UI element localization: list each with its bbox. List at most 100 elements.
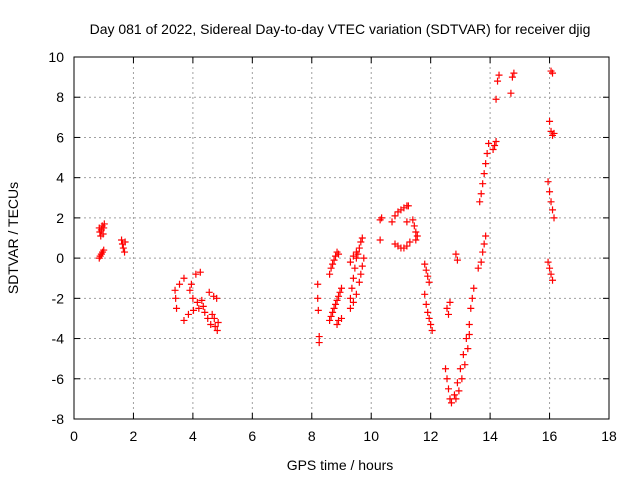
data-point xyxy=(470,284,478,292)
x-tick-label: 12 xyxy=(423,428,439,444)
data-point xyxy=(184,310,192,318)
data-point xyxy=(378,214,386,222)
data-point xyxy=(477,190,485,198)
data-point xyxy=(329,308,337,316)
data-point xyxy=(427,320,435,328)
data-point xyxy=(546,264,554,272)
data-point xyxy=(453,256,461,264)
data-point xyxy=(492,95,500,103)
data-point xyxy=(456,365,464,373)
data-point xyxy=(508,73,516,81)
data-point xyxy=(452,395,460,403)
data-point xyxy=(173,304,181,312)
data-point xyxy=(355,244,363,252)
y-tick-label: 2 xyxy=(56,210,64,226)
data-point xyxy=(489,146,497,154)
data-point xyxy=(176,280,184,288)
data-point xyxy=(196,268,204,276)
data-point xyxy=(445,310,452,318)
data-point xyxy=(315,339,323,347)
data-point xyxy=(413,232,421,240)
data-point xyxy=(335,292,343,300)
data-point xyxy=(544,258,552,266)
data-point xyxy=(547,198,555,206)
data-point xyxy=(421,260,429,268)
data-point xyxy=(458,375,466,383)
data-point xyxy=(357,270,365,278)
data-point xyxy=(403,242,411,250)
chart-title: Day 081 of 2022, Sidereal Day-to-day VTE… xyxy=(90,21,591,37)
data-point xyxy=(452,250,460,258)
data-point xyxy=(180,316,188,324)
data-point xyxy=(409,216,417,224)
data-point xyxy=(119,244,127,252)
data-point xyxy=(428,327,436,335)
data-point xyxy=(314,306,322,314)
data-point xyxy=(99,230,107,238)
data-point xyxy=(358,234,366,242)
data-point xyxy=(476,198,484,206)
data-point xyxy=(549,206,557,214)
x-tick-label: 14 xyxy=(482,428,498,444)
data-point xyxy=(412,228,420,236)
data-point xyxy=(314,294,322,302)
data-point xyxy=(425,314,433,322)
data-point xyxy=(446,298,454,306)
data-point xyxy=(205,288,213,296)
data-point xyxy=(330,256,338,264)
data-point xyxy=(477,258,485,266)
data-point xyxy=(199,302,207,310)
data-point xyxy=(118,236,126,244)
x-tick-label: 16 xyxy=(542,428,558,444)
data-point xyxy=(474,264,482,272)
data-point xyxy=(187,280,195,288)
data-point xyxy=(507,89,515,97)
data-point xyxy=(421,290,429,298)
grid-lines xyxy=(74,57,609,419)
data-point xyxy=(335,250,343,258)
data-point xyxy=(549,276,557,284)
data-point xyxy=(193,298,201,306)
data-point xyxy=(465,331,473,339)
data-point xyxy=(462,335,470,343)
data-points xyxy=(95,67,558,407)
data-point xyxy=(495,71,503,79)
data-point xyxy=(485,139,493,147)
data-point xyxy=(346,304,354,312)
data-point xyxy=(213,294,221,302)
data-point xyxy=(329,260,337,268)
data-point xyxy=(491,141,499,149)
data-point xyxy=(480,240,488,248)
data-point xyxy=(314,280,322,288)
data-point xyxy=(550,214,558,222)
data-point xyxy=(195,304,203,312)
data-point xyxy=(100,246,108,254)
data-point xyxy=(189,306,197,314)
data-point xyxy=(100,220,108,228)
y-tick-label: 0 xyxy=(56,250,64,266)
x-tick-label: 2 xyxy=(130,428,138,444)
data-point xyxy=(550,129,558,137)
data-point xyxy=(189,294,197,302)
data-point xyxy=(482,160,490,168)
data-point xyxy=(171,286,179,294)
data-point xyxy=(315,333,323,341)
x-tick-label: 4 xyxy=(189,428,197,444)
data-point xyxy=(376,236,384,244)
data-point xyxy=(348,284,356,292)
data-point xyxy=(338,284,345,292)
data-point xyxy=(492,137,500,145)
data-point xyxy=(349,298,357,306)
data-point xyxy=(214,318,222,326)
data-point xyxy=(352,290,360,298)
data-point xyxy=(180,274,188,282)
data-point xyxy=(483,150,491,158)
y-tick-label: 8 xyxy=(56,89,64,105)
data-point xyxy=(422,266,430,274)
data-point xyxy=(480,170,488,178)
data-point xyxy=(422,300,430,308)
data-point xyxy=(327,264,335,272)
data-point xyxy=(192,270,200,278)
data-point xyxy=(338,314,345,322)
